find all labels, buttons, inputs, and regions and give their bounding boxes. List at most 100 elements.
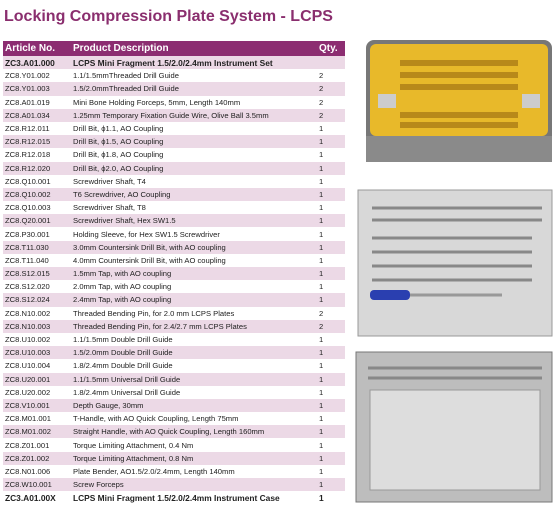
cell: 2 bbox=[319, 84, 324, 94]
header-row: Article No. Product Description Qty. bbox=[3, 41, 345, 56]
cell: 1 bbox=[319, 137, 324, 147]
cell: 1 bbox=[319, 269, 324, 279]
cell: 1 bbox=[319, 361, 324, 371]
cell: 1 bbox=[319, 242, 324, 252]
cell: ZC8.R12.011 bbox=[5, 124, 50, 134]
cell: ZC8.T11.040 bbox=[5, 255, 49, 265]
table-row: ZC8.T11.030 3.0mm Countersink Drill Bit, … bbox=[3, 240, 345, 254]
cell: ZC8.Q20.001 bbox=[5, 216, 51, 226]
cell: 2 bbox=[319, 110, 324, 120]
cell: 2.0mm Tap, with AO coupling bbox=[73, 282, 172, 292]
cell: 1.5/2.0mmThreaded Drill Guide bbox=[73, 84, 179, 94]
cell: 2 bbox=[319, 97, 324, 107]
cell: Straight Handle, with AO Quick Coupling,… bbox=[73, 427, 265, 437]
table-row: ZC8.Q10.002 T6 Screwdriver, AO Coupling 1 bbox=[3, 187, 345, 202]
cell: 1 bbox=[319, 374, 324, 384]
column-header: Product Description bbox=[73, 43, 169, 54]
table-row: ZC8.Z01.002 Torque Limiting Attachment, 0… bbox=[3, 451, 345, 465]
cell: 1.1/1.5mm Double Drill Guide bbox=[73, 335, 173, 345]
cell: 2 bbox=[319, 321, 324, 331]
cell: Drill Bit, ϕ1.1, AO Coupling bbox=[73, 124, 164, 134]
cell: ZC8.N01.006 bbox=[5, 466, 51, 476]
cell: ZC8.Z01.002 bbox=[5, 453, 50, 463]
cell: 1 bbox=[319, 189, 324, 199]
table-row: ZC8.Q20.001 Screwdriver Shaft, Hex SW1.5 1 bbox=[3, 214, 345, 228]
cell: ZC8.A01.019 bbox=[5, 97, 50, 107]
cell: Drill Bit, ϕ1.5, AO Coupling bbox=[73, 137, 164, 147]
cell: Threaded Bending Pin, for 2.4/2.7 mm LCP… bbox=[73, 321, 247, 331]
cell: ZC8.U20.002 bbox=[5, 387, 51, 397]
table-row: ZC8.N10.003 Threaded Bending Pin, for 2.4… bbox=[3, 319, 345, 333]
cell: 3.0mm Countersink Drill Bit, with AO cou… bbox=[73, 242, 226, 252]
table-row: ZC8.N10.002 Threaded Bending Pin, for 2.0… bbox=[3, 307, 345, 320]
cell: ZC8.M01.001 bbox=[5, 414, 52, 424]
table-row: ZC8.U10.002 1.1/1.5mm Double Drill Guide 1 bbox=[3, 333, 345, 346]
table-row: ZC8.V10.001 Depth Gauge, 30mm 1 bbox=[3, 398, 345, 413]
cell: Threaded Bending Pin, for 2.0 mm LCPS Pl… bbox=[73, 308, 235, 318]
cell: ZC8.N10.002 bbox=[5, 308, 51, 318]
table-row: ZC8.S12.020 2.0mm Tap, with AO coupling 1 bbox=[3, 280, 345, 293]
table-row: ZC8.W10.001 Screw Forceps 1 bbox=[3, 478, 345, 492]
table-row: ZC8.Y01.003 1.5/2.0mmThreaded Drill Guide… bbox=[3, 82, 345, 96]
table-row: ZC8.U20.001 1.1/1.5mm Universal Drill Gui… bbox=[3, 372, 345, 386]
table-row: ZC3.A01.000 LCPS Mini Fragment 1.5/2.0/2.… bbox=[3, 56, 345, 70]
cell: 1.5/2.0mm Double Drill Guide bbox=[73, 348, 173, 358]
cell: ZC8.U10.003 bbox=[5, 348, 51, 358]
cell: ZC8.Q10.003 bbox=[5, 203, 51, 213]
cell: ZC8.Y01.003 bbox=[5, 84, 50, 94]
cell: 1 bbox=[319, 255, 324, 265]
cell: ZC8.T11.030 bbox=[5, 242, 49, 252]
cell: Torque Limiting Attachment, 0.8 Nm bbox=[73, 453, 194, 463]
cell: ZC8.W10.001 bbox=[5, 480, 52, 490]
cell: 2 bbox=[319, 308, 324, 318]
cell: ZC3.A01.000 bbox=[5, 57, 55, 68]
cell: Drill Bit, ϕ2.0, AO Coupling bbox=[73, 163, 164, 173]
cell: 1 bbox=[319, 400, 324, 410]
cell: ZC8.R12.018 bbox=[5, 150, 51, 160]
cell: ZC8.S12.020 bbox=[5, 282, 50, 292]
cell: 1 bbox=[319, 335, 324, 345]
cell: 1.8/2.4mm Double Drill Guide bbox=[73, 361, 173, 371]
cell: Screwdriver Shaft, Hex SW1.5 bbox=[73, 216, 176, 226]
cell: 1 bbox=[319, 229, 324, 239]
cell: ZC8.U10.002 bbox=[5, 335, 51, 345]
cell: T-Handle, with AO Quick Coupling, Length… bbox=[73, 414, 239, 424]
cell: Screwdriver Shaft, T4 bbox=[73, 176, 146, 186]
cell: 1 bbox=[319, 176, 324, 186]
cell: Mini Bone Holding Forceps, 5mm, Length 1… bbox=[73, 97, 241, 107]
column-header: Article No. bbox=[5, 43, 56, 54]
title: Locking Compression Plate System - LCPS bbox=[4, 8, 333, 25]
table-row: ZC8.M01.001 T-Handle, with AO Quick Coupl… bbox=[3, 412, 345, 425]
cell: 1 bbox=[319, 295, 324, 305]
cell: Holding Sleeve, for Hex SW1.5 Screwdrive… bbox=[73, 229, 220, 239]
cell: 1 bbox=[319, 163, 324, 173]
base-tray-photo bbox=[355, 351, 553, 503]
cell: 1 bbox=[319, 414, 324, 424]
cell: Drill Bit, ϕ1.8, AO Coupling bbox=[73, 150, 164, 160]
cell: ZC8.U20.001 bbox=[5, 374, 51, 384]
table-row: ZC8.Q10.003 Screwdriver Shaft, T8 1 bbox=[3, 201, 345, 214]
table-row: ZC8.R12.018 Drill Bit, ϕ1.8, AO Coupling 1 bbox=[3, 148, 345, 161]
table-row: ZC8.R12.015 Drill Bit, ϕ1.5, AO Coupling 1 bbox=[3, 135, 345, 149]
case-photo bbox=[366, 40, 552, 162]
cell: 1 bbox=[319, 427, 324, 437]
cell: 2.4mm Tap, with AO coupling bbox=[73, 295, 172, 305]
cell: ZC3.A01.00X bbox=[5, 492, 56, 503]
cell: 1 bbox=[319, 440, 324, 450]
cell: 1 bbox=[319, 216, 324, 226]
cell: ZC8.R12.015 bbox=[5, 137, 51, 147]
table-row: ZC8.U10.004 1.8/2.4mm Double Drill Guide 1 bbox=[3, 359, 345, 372]
cell: 1.5mm Tap, with AO coupling bbox=[73, 269, 172, 279]
tray-photo bbox=[357, 189, 553, 337]
cell: ZC8.P30.001 bbox=[5, 229, 50, 239]
cell: T6 Screwdriver, AO Coupling bbox=[73, 189, 171, 199]
table-row: ZC8.N01.006 Plate Bender, AO1.5/2.0/2.4mm… bbox=[3, 465, 345, 478]
cell: 1 bbox=[319, 492, 324, 503]
cell: ZC8.R12.020 bbox=[5, 163, 51, 173]
cell: ZC8.S12.015 bbox=[5, 269, 50, 279]
table-row: ZC8.Q10.001 Screwdriver Shaft, T4 1 bbox=[3, 175, 345, 188]
cell: 1.8/2.4mm Universal Drill Guide bbox=[73, 387, 181, 397]
cell: Screwdriver Shaft, T8 bbox=[73, 203, 146, 213]
column-header: Qty. bbox=[319, 43, 338, 54]
